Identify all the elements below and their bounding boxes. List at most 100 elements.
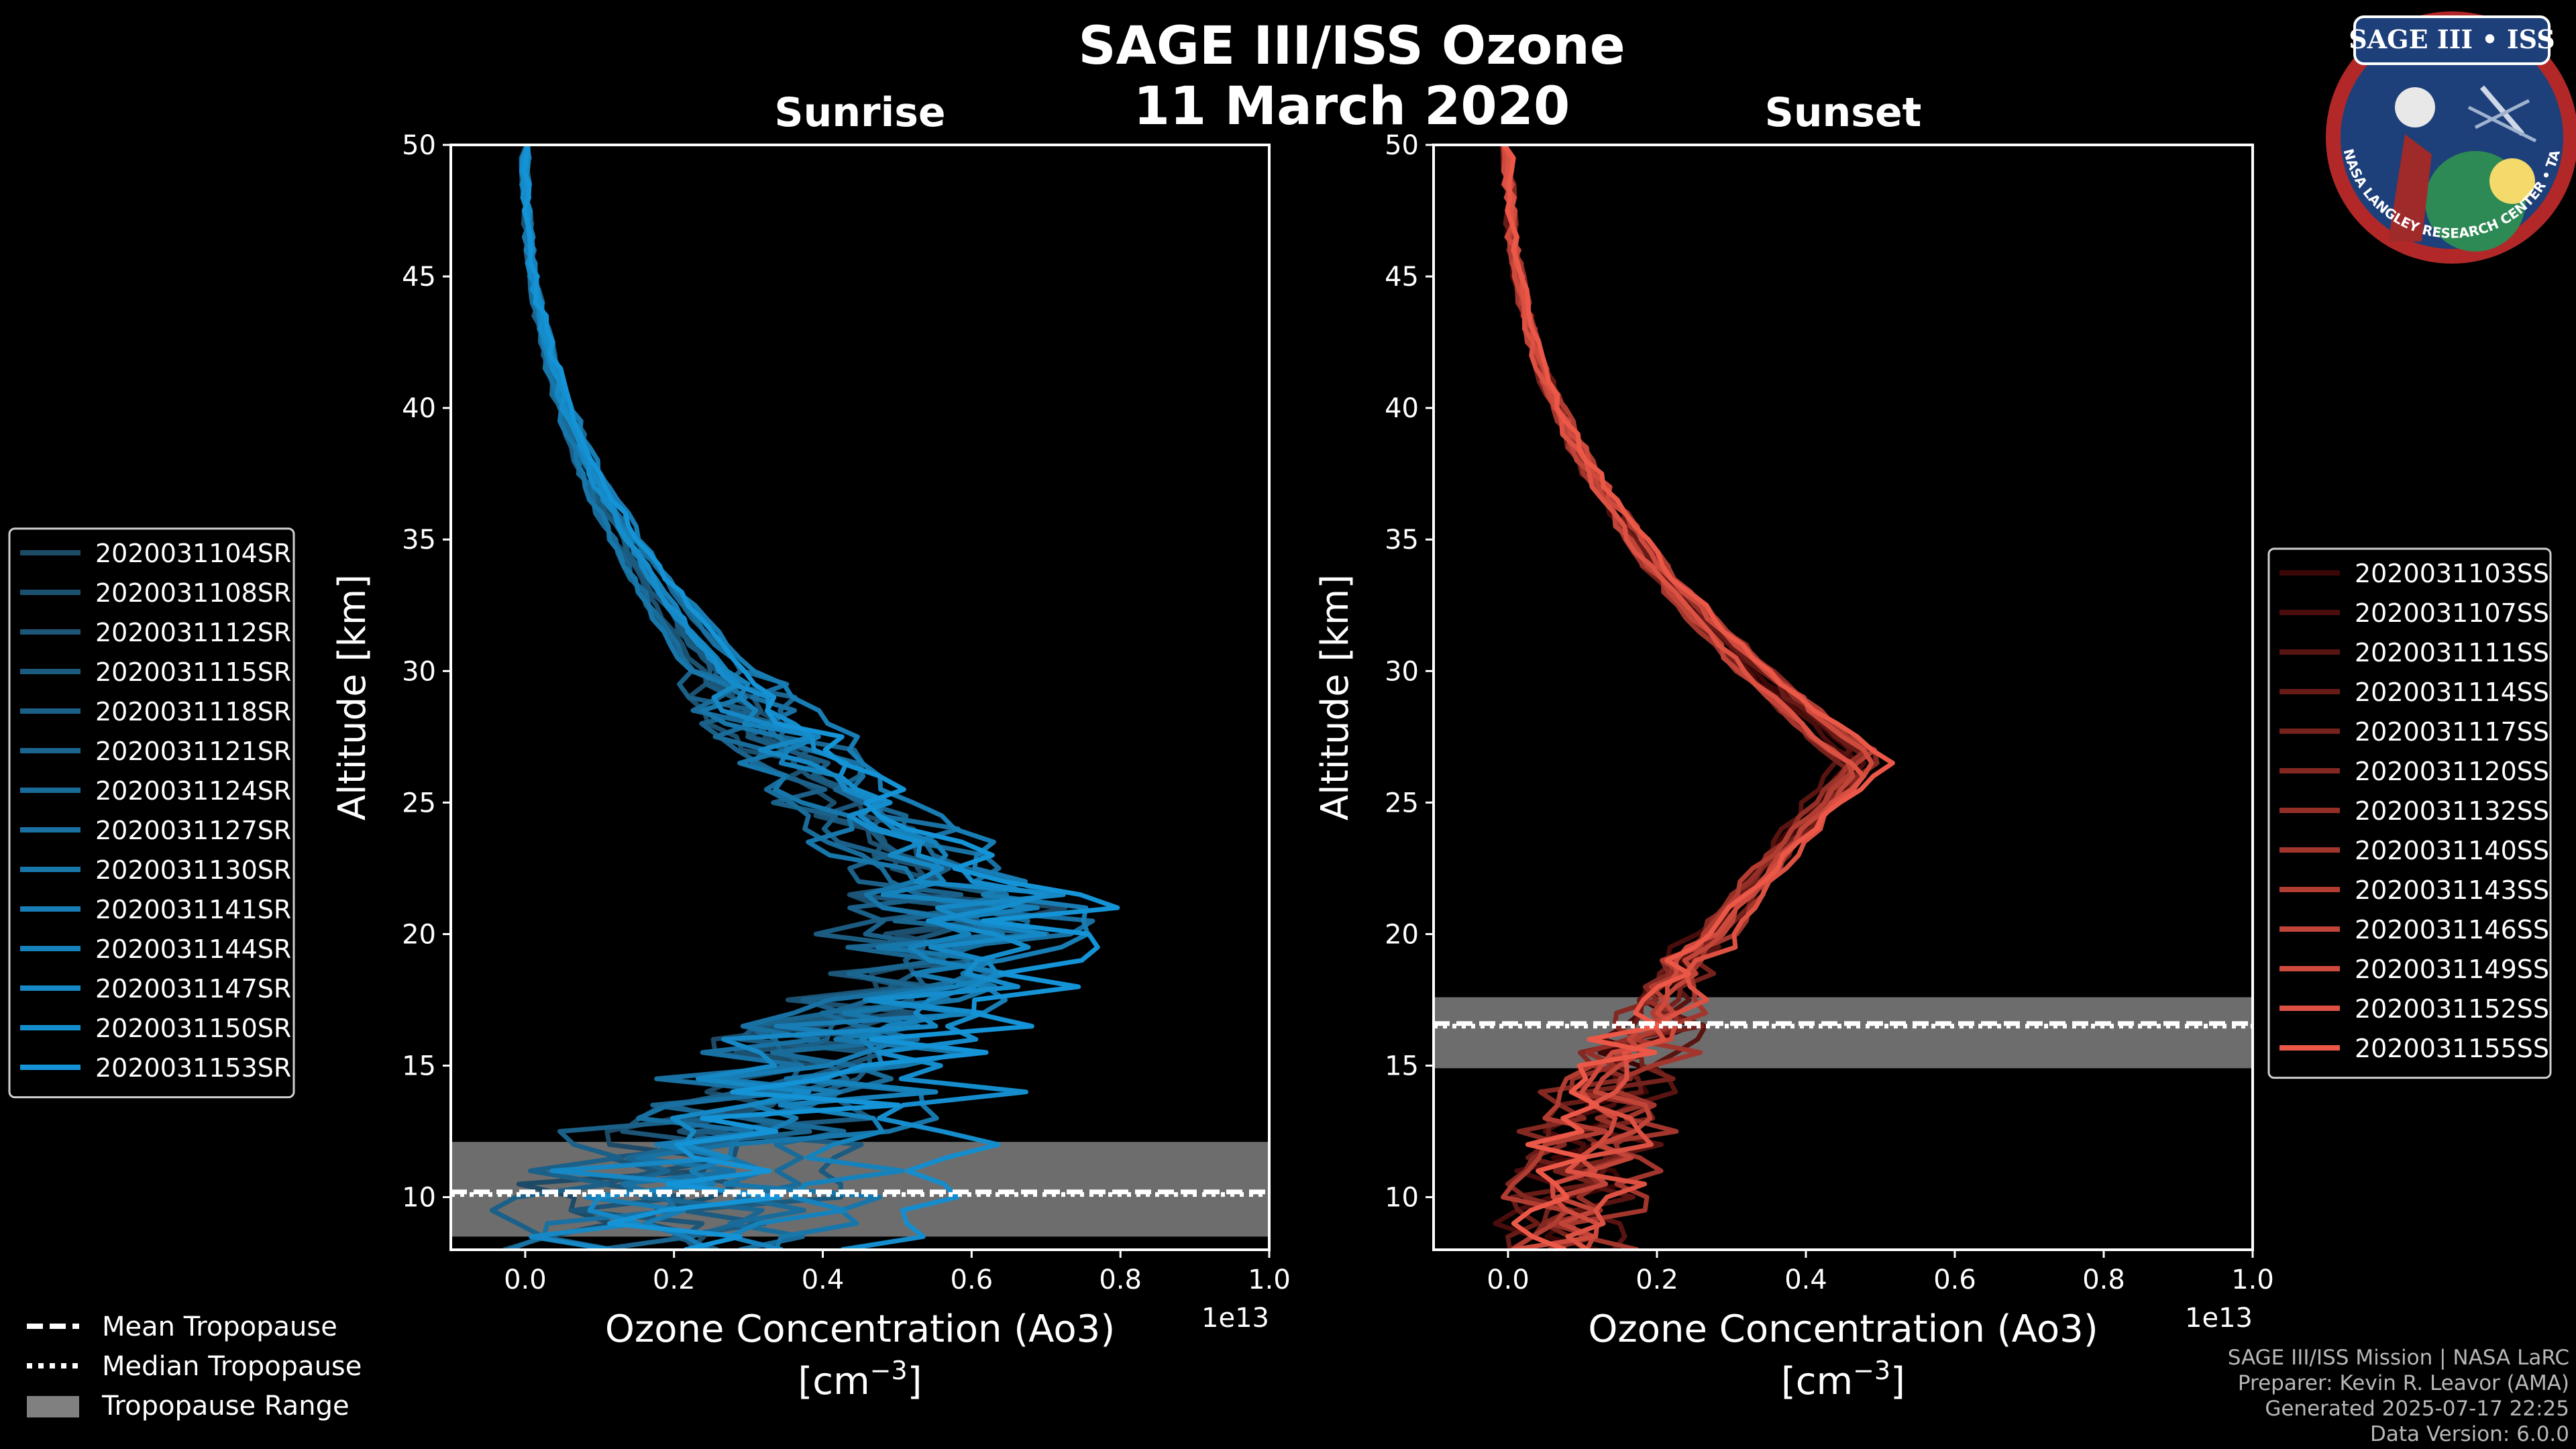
x-axis-label: Ozone Concentration (Ao3) (605, 1307, 1115, 1351)
tropopause-range-swatch (27, 1396, 79, 1417)
legend-label: 2020031155SS (2355, 1034, 2549, 1063)
series-line-2020031149SS (1501, 145, 1874, 1250)
legend-label: 2020031153SR (95, 1053, 291, 1083)
y-axis-label: Altitude [km] (331, 574, 374, 820)
legend-label: 2020031141SR (95, 895, 291, 924)
legend-label: 2020031150SR (95, 1014, 291, 1043)
series-line-2020031150SR (519, 145, 1049, 1250)
legend-label: 2020031152SS (2355, 994, 2549, 1024)
legend-label: 2020031146SS (2355, 915, 2549, 945)
y-tick-label: 10 (1385, 1183, 1419, 1214)
legend-label: 2020031140SS (2355, 836, 2549, 865)
x-tick-label: 0.8 (1099, 1265, 1142, 1295)
legend-label: 2020031104SR (95, 539, 291, 568)
legend-frame (8, 527, 295, 1099)
y-tick-label: 35 (402, 525, 436, 555)
series-line-2020031114SS (1501, 145, 1880, 1250)
badge-title: SAGE III • ISS (2349, 24, 2555, 54)
y-tick-label: 25 (402, 788, 436, 818)
series-lines (489, 145, 1120, 1250)
y-tick-label: 25 (1385, 788, 1419, 818)
sunrise-panel: 0.0 0.2 0.4 0.6 0.8 1.0 10 15 20 25 30 35 40 45 50 Sunr… (8, 89, 1291, 1403)
x-tick-label: 1.0 (1248, 1265, 1291, 1295)
y-tick-label: 15 (1385, 1051, 1419, 1082)
y-tick-label: 50 (402, 130, 436, 161)
legend-label: 2020031118SR (95, 697, 291, 727)
y-tick-label: 30 (1385, 656, 1419, 687)
series-line-2020031153SR (522, 145, 1120, 1250)
figure-title-line1: SAGE III/ISS Ozone (1078, 16, 1625, 76)
y-axis-label: Altitude [km] (1313, 574, 1357, 820)
legend-label: 2020031111SS (2355, 638, 2549, 667)
x-tick-label: 0.6 (1933, 1265, 1976, 1295)
tropopause-range-label: Tropopause Range (101, 1391, 350, 1421)
y-tick-label: 35 (1385, 525, 1419, 555)
tropopause-legend: Mean Tropopause Median Tropopause Tropop… (27, 1311, 362, 1421)
series-legend: 2020031104SR 2020031108SR 2020031112SR 2020… (8, 527, 295, 1099)
legend-label: 2020031149SS (2355, 955, 2549, 984)
legend-label: 2020031147SR (95, 974, 291, 1004)
series-line-2020031132SS (1501, 145, 1869, 1250)
series-line-2020031152SS (1501, 145, 1866, 1250)
footer-credits: SAGE III/ISS Mission | NASA LaRC Prepare… (2228, 1345, 2569, 1447)
y-tick-label: 45 (1385, 262, 1419, 292)
figure-title-line2: 11 March 2020 (1134, 76, 1570, 137)
offset-text: 1e13 (2185, 1303, 2253, 1334)
footer-generated: Generated 2025-07-17 22:25 (2265, 1397, 2569, 1421)
legend-label: 2020031143SS (2355, 875, 2549, 905)
y-tick-label: 10 (402, 1183, 436, 1214)
x-tick-label: 0.8 (2082, 1265, 2125, 1295)
legend-label: 2020031103SS (2355, 559, 2549, 588)
series-line-2020031120SS (1501, 145, 1880, 1250)
y-tick-label: 50 (1385, 130, 1419, 161)
legend-frame (2267, 547, 2552, 1079)
panel-title: Sunrise (774, 89, 945, 136)
legend-label: 2020031114SS (2355, 678, 2549, 707)
y-tick-label: 40 (402, 393, 436, 424)
series-line-2020031107SS (1493, 145, 1866, 1250)
footer-preparer: Preparer: Kevin R. Leavor (AMA) (2237, 1371, 2569, 1395)
panel-title: Sunset (1765, 89, 1922, 136)
tropopause-range-band (1434, 997, 2253, 1069)
y-tick-label: 15 (402, 1051, 436, 1082)
legend-label: 2020031132SS (2355, 796, 2549, 826)
mean-tropopause-label: Mean Tropopause (102, 1311, 337, 1342)
offset-text: 1e13 (1201, 1303, 1269, 1334)
legend-label: 2020031121SR (95, 737, 291, 766)
legend-label: 2020031127SR (95, 816, 291, 845)
legend-label: 2020031130SR (95, 855, 291, 885)
x-tick-label: 0.6 (951, 1265, 994, 1295)
x-axis-label: Ozone Concentration (Ao3) (1588, 1307, 2098, 1351)
y-tick-label: 40 (1385, 393, 1419, 424)
legend-label: 2020031107SS (2355, 598, 2549, 628)
series-lines (1493, 145, 1895, 1250)
x-tick-label: 0.4 (802, 1265, 845, 1295)
footer-mission: SAGE III/ISS Mission | NASA LaRC (2227, 1346, 2569, 1370)
sunset-panel: 0.0 0.2 0.4 0.6 0.8 1.0 10 15 20 25 30 35 40 45 50 Suns… (1313, 89, 2552, 1403)
series-line-2020031143SS (1501, 145, 1877, 1250)
legend-label: 2020031120SS (2355, 757, 2549, 786)
legend-label: 2020031144SR (95, 934, 291, 964)
legend-label: 2020031112SR (95, 618, 291, 647)
x-tick-label: 0.0 (504, 1265, 547, 1295)
x-tick-label: 1.0 (2231, 1265, 2274, 1295)
x-axis-unit: [cm−3] (1781, 1356, 1905, 1403)
y-tick-label: 20 (1385, 919, 1419, 950)
axes-frame (1432, 144, 2254, 1251)
y-tick-label: 45 (402, 262, 436, 292)
legend-label: 2020031115SR (95, 657, 291, 687)
x-tick-label: 0.4 (1784, 1265, 1827, 1295)
x-tick-label: 0.2 (653, 1265, 696, 1295)
axes-frame (449, 144, 1271, 1251)
footer-data-version: Data Version: 6.0.0 (2369, 1422, 2569, 1446)
y-tick-label: 20 (402, 919, 436, 950)
x-axis-unit: [cm−3] (798, 1356, 922, 1403)
series-legend: 2020031103SS 2020031107SS 2020031111SS 2020… (2267, 547, 2552, 1079)
median-tropopause-label: Median Tropopause (102, 1351, 362, 1382)
legend-label: 2020031124SR (95, 776, 291, 806)
legend-label: 2020031108SR (95, 578, 291, 608)
y-tick-label: 30 (402, 656, 436, 687)
legend-label: 2020031117SS (2355, 717, 2549, 747)
series-line-2020031155SS (1502, 145, 1895, 1250)
